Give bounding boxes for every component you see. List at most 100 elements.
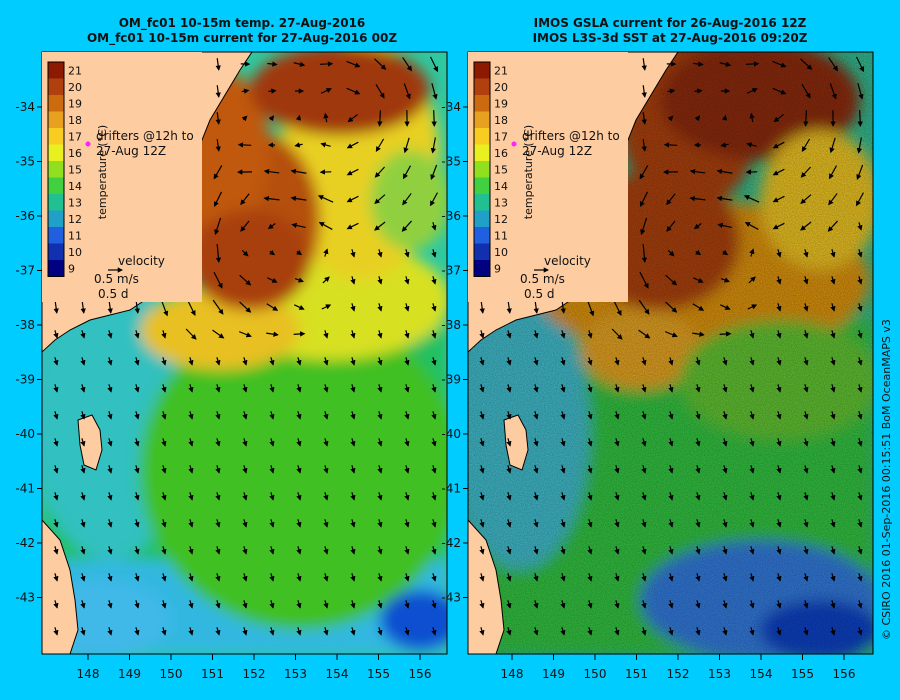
colorbar-label: 11 [494,229,508,242]
velocity-arrow [857,573,863,582]
velocity-arrow [722,519,728,528]
velocity-arrow [560,600,566,609]
velocity-arrow [587,600,593,609]
velocity-arrow [803,573,809,582]
velocity-arrow [323,438,329,447]
velocity-arrow [587,546,593,555]
velocity-arrow [80,546,86,555]
velocity-arrow [107,627,113,636]
lon-tick-label: 153 [284,667,307,681]
velocity-arrow [560,492,566,501]
velocity-arrow [213,191,223,208]
velocity-arrow [722,411,728,420]
velocity-arrow [857,465,863,474]
colorbar-cell [474,161,490,178]
velocity-arrow [506,627,512,636]
velocity-arrow [269,546,275,555]
velocity-arrow [800,166,812,178]
velocity-arrow [242,546,248,555]
lat-tick-label: -35 [15,155,35,169]
velocity-arrow [668,357,674,366]
velocity-arrow [350,249,356,258]
velocity-arrow [267,223,276,230]
velocity-arrow [296,600,302,609]
velocity-arrow [749,411,755,420]
velocity-arrow [269,573,275,582]
velocity-arrow [587,384,593,393]
velocity-arrow [803,546,809,555]
velocity-arrow [803,465,809,474]
velocity-arrow [641,384,647,393]
velocity-arrow [431,83,438,100]
velocity-arrow [431,411,437,420]
velocity-arrow [294,277,304,283]
lon-tick-label: 155 [791,667,814,681]
velocity-arrow [560,438,566,447]
velocity-arrow [719,331,732,337]
velocity-arrow [695,573,701,582]
velocity-arrow [431,627,437,636]
velocity-arrow [641,465,647,474]
velocity-arrow [350,411,356,420]
velocity-arrow [772,87,787,95]
velocity-arrow [350,438,356,447]
velocity-arrow [830,357,836,366]
colorbar-cell [474,128,490,145]
velocity-arrow [291,222,306,229]
right-legend-box [468,52,628,302]
velocity-arrow [296,519,302,528]
velocity-arrow [188,384,194,393]
lat-tick-label: -36 [15,209,35,223]
colorbar-label: 13 [494,196,508,209]
lat-tick-label: -37 [441,264,461,278]
velocity-arrow [107,600,113,609]
velocity-duration: 0.5 d [98,287,129,301]
velocity-arrow [667,249,675,257]
velocity-arrow [638,329,651,339]
velocity-arrow [665,274,678,286]
colorbar-label: 12 [494,213,508,226]
velocity-arrow [350,330,356,339]
velocity-arrow [429,56,439,73]
velocity-arrow [857,627,863,636]
colorbar-label: 20 [68,81,82,94]
velocity-arrow [431,249,437,258]
velocity-arrow [803,384,809,393]
velocity-arrow [188,357,194,366]
drifter-marker [511,141,517,147]
velocity-arrow [695,249,702,256]
velocity-arrow [614,573,620,582]
velocity-arrow [431,276,437,285]
velocity-arrow [215,438,221,447]
velocity-arrow [716,195,733,202]
velocity-arrow [639,165,649,180]
velocity-arrow [776,492,782,501]
velocity-arrow [215,492,221,501]
velocity-arrow [323,357,329,366]
velocity-arrow [269,384,275,393]
lon-tick-label: 152 [243,667,266,681]
velocity-arrow [240,220,250,232]
velocity-arrow [350,357,356,366]
velocity-arrow [431,222,437,231]
velocity-arrow [404,249,410,258]
velocity-arrow [772,141,785,149]
velocity-arrow [856,192,864,207]
velocity-arrow [830,492,836,501]
velocity-arrow [404,357,410,366]
colorbar-cell [474,111,490,128]
velocity-arrow [323,627,329,636]
velocity-arrow [431,384,437,393]
right-coastline-south [468,519,505,654]
velocity-arrow [374,194,386,205]
velocity-arrow [695,627,701,636]
colorbar-label: 15 [68,163,82,176]
velocity-arrow [296,627,302,636]
velocity-arrow [746,142,757,148]
velocity-arrow [533,411,539,420]
velocity-arrow [294,142,303,148]
lat-tick-label: -40 [15,427,35,441]
velocity-arrow [695,384,701,393]
velocity-arrow [214,217,222,236]
velocity-arrow [776,627,782,636]
